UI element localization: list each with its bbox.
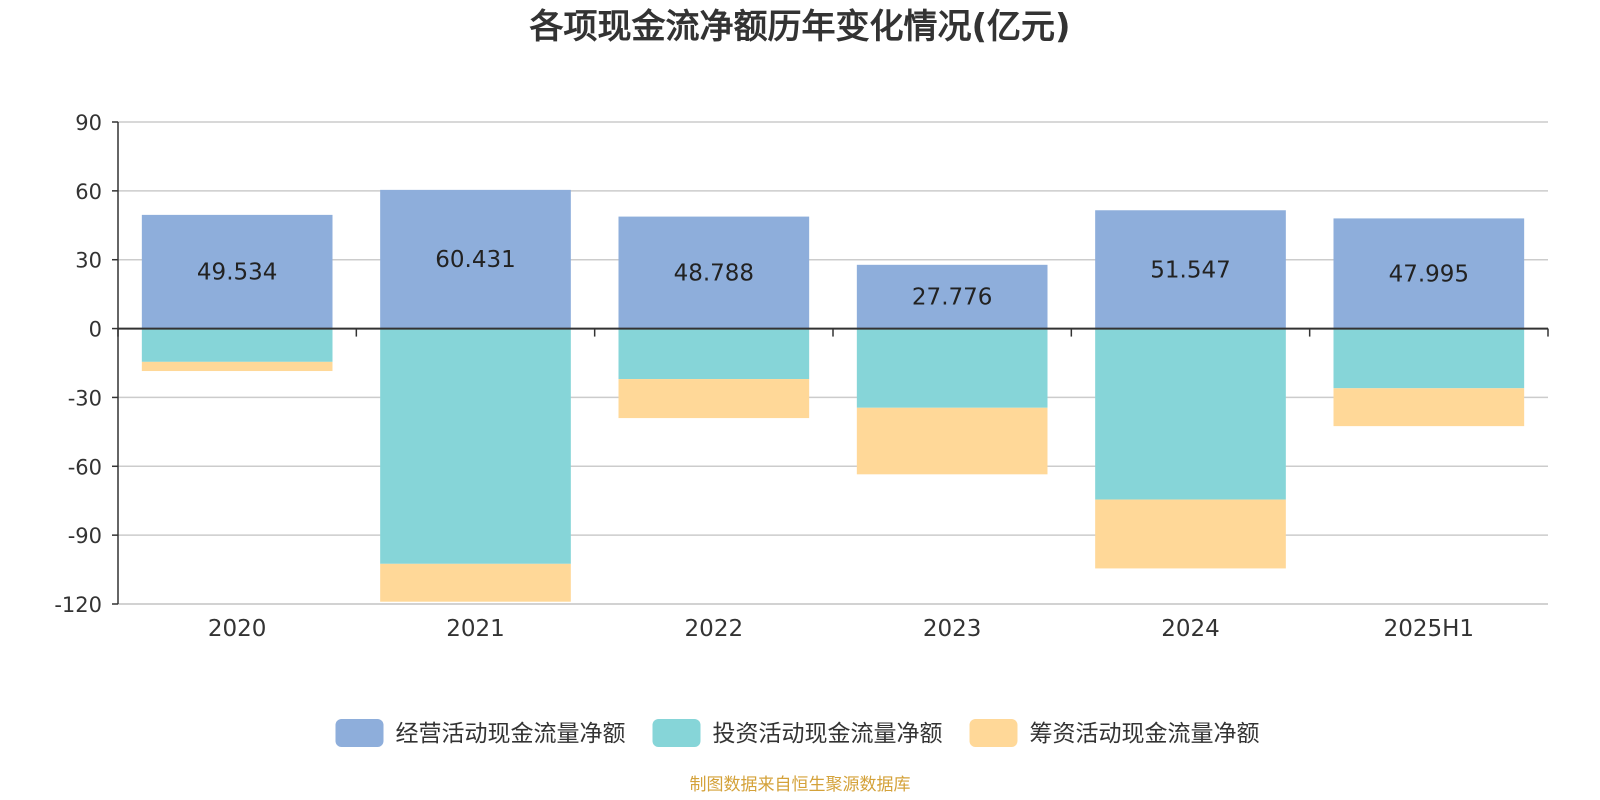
y-tick-label: -120 [54,593,102,617]
legend-item-1[interactable]: 经营活动现金流量净额 [335,719,626,747]
bar-2025H1-series-1[interactable] [1333,218,1525,329]
grid-lines [118,121,1548,605]
data-label-2023: 27.776 [912,285,992,311]
y-tick-label: 90 [75,111,102,135]
y-tick-label: 0 [89,318,102,342]
x-tick-label: 2023 [923,616,982,642]
data-labels: 49.534 60.431 48.788 27.776 51.547 47.995 [197,247,1469,310]
x-tick-label: 2024 [1161,616,1220,642]
x-tick-label: 2021 [446,616,505,642]
bar-2025H1-series-3[interactable] [1333,388,1525,427]
legend-label: 投资活动现金流量净额 [713,721,943,747]
legend[interactable]: 经营活动现金流量净额 投资活动现金流量净额 筹资活动现金流量净额 [335,719,1260,747]
bar-2020-series-2[interactable] [141,328,333,362]
bar-2020-series-3[interactable] [141,361,333,372]
bar-2022-series-3[interactable] [618,379,810,419]
data-label-2024: 51.547 [1150,257,1230,283]
data-label-2020: 49.534 [197,260,277,286]
bar-2021-series-3[interactable] [380,563,571,602]
legend-swatch [969,719,1018,747]
bar-2025H1-series-2[interactable] [1333,328,1525,389]
bars [141,189,1525,602]
data-label-2022: 48.788 [674,261,754,287]
legend-label: 筹资活动现金流量净额 [1030,721,1260,747]
bar-2020-series-1[interactable] [141,214,333,329]
bar-2024-series-1[interactable] [1095,210,1286,329]
legend-item-3[interactable]: 筹资活动现金流量净额 [969,719,1260,747]
axes: 90 60 30 0 -30 -60 -90 -120 2020 2021 2022 2023 2024… [54,111,1549,642]
y-tick-label: -60 [68,455,102,479]
legend-label: 经营活动现金流量净额 [396,721,626,747]
bar-2022-series-2[interactable] [618,328,810,380]
legend-swatch [652,719,701,747]
x-tick-label: 2020 [208,616,267,642]
y-tick-label: -90 [68,524,102,548]
bar-2023-series-3[interactable] [856,407,1048,475]
bar-2024-series-3[interactable] [1095,499,1286,569]
legend-swatch [335,719,384,747]
bar-2023-series-2[interactable] [856,328,1048,408]
source-note: 制图数据来自恒生聚源数据库 [690,775,911,795]
bar-2023-series-1[interactable] [856,264,1048,329]
x-tick-label: 2022 [685,616,744,642]
y-tick-label: -30 [68,386,102,410]
data-label-2021: 60.431 [435,247,515,273]
x-tick-label: 2025H1 [1384,616,1474,642]
bar-2021-series-1[interactable] [380,189,571,329]
bar-2022-series-1[interactable] [618,216,810,329]
legend-item-2[interactable]: 投资活动现金流量净额 [652,719,943,747]
bar-2024-series-2[interactable] [1095,328,1286,500]
y-tick-label: 60 [75,180,102,204]
y-tick-label: 30 [75,249,102,273]
data-label-2025H1: 47.995 [1389,261,1469,287]
bar-2021-series-2[interactable] [380,328,571,564]
chart-title: 各项现金流净额历年变化情况(亿元) [529,7,1070,47]
